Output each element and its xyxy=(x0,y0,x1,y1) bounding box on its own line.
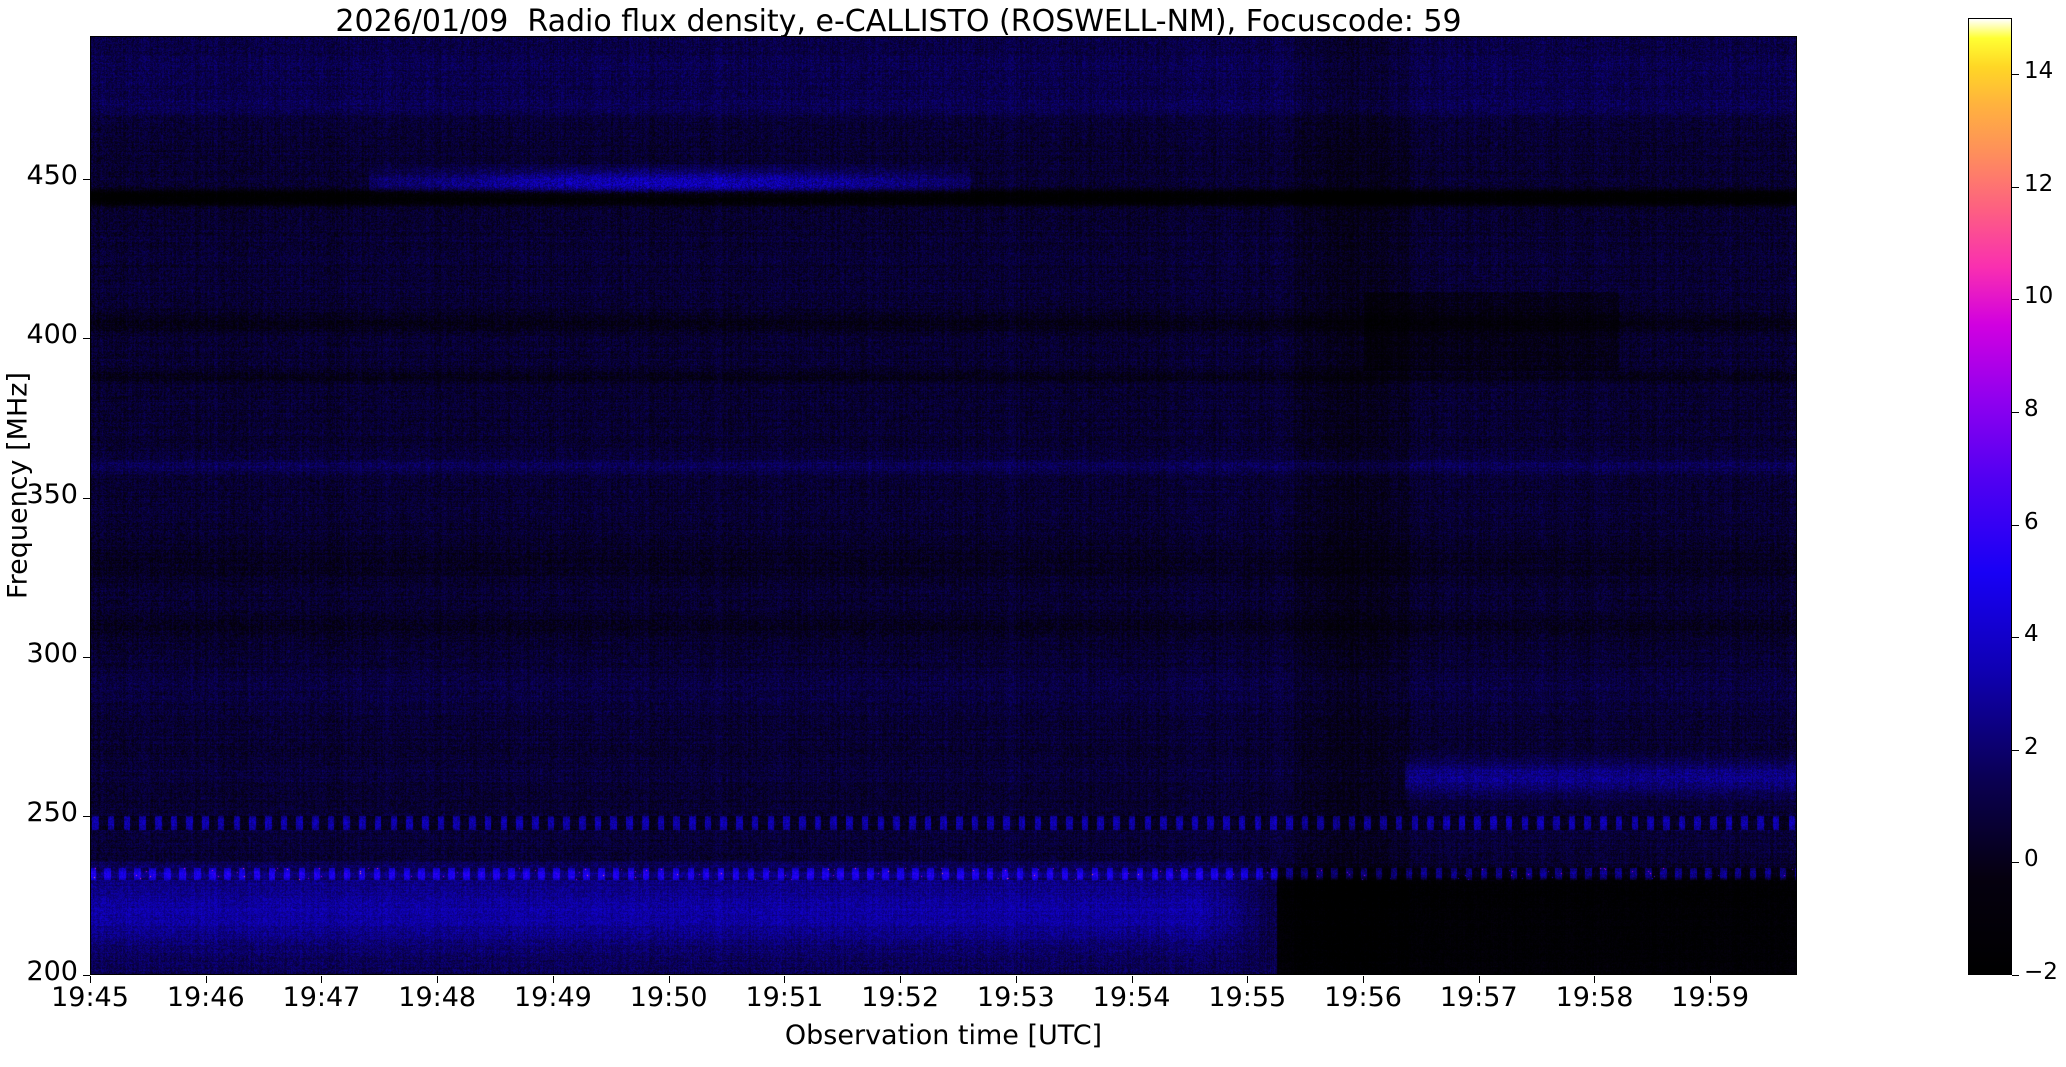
colorbar-tick-label-8: 8 xyxy=(2024,396,2039,423)
x-tick-mark-19-46 xyxy=(205,976,207,983)
y-tick-mark-250 xyxy=(83,815,90,817)
y-tick-label-350: 350 xyxy=(26,478,78,510)
x-tick-label-19-48: 19:48 xyxy=(398,982,477,1013)
x-tick-label-19-47: 19:47 xyxy=(282,982,361,1013)
y-tick-label-300: 300 xyxy=(26,637,78,669)
colorbar xyxy=(1968,18,2012,975)
colorbar-tick-mark-12 xyxy=(2012,186,2019,188)
colorbar-tick-mark-neg2 xyxy=(2012,975,2019,976)
y-tick-mark-300 xyxy=(83,656,90,658)
spectrogram-plot-area[interactable] xyxy=(90,36,1797,975)
x-tick-mark-19-56 xyxy=(1363,976,1365,983)
x-tick-label-19-54: 19:54 xyxy=(1092,982,1171,1013)
x-tick-mark-19-57 xyxy=(1478,976,1480,983)
x-tick-mark-19-53 xyxy=(1015,976,1017,983)
x-tick-mark-19-49 xyxy=(552,976,554,983)
x-tick-label-19-49: 19:49 xyxy=(514,982,592,1013)
y-tick-mark-200 xyxy=(83,975,90,976)
x-tick-label-19-52: 19:52 xyxy=(861,982,939,1013)
x-tick-mark-19-50 xyxy=(668,976,670,983)
x-tick-mark-19-54 xyxy=(1131,976,1133,983)
colorbar-tick-label-0: 0 xyxy=(2024,846,2039,873)
y-tick-label-400: 400 xyxy=(26,319,78,351)
colorbar-tick-mark-0 xyxy=(2012,862,2019,864)
x-tick-label-19-50: 19:50 xyxy=(629,982,708,1013)
colorbar-tick-label-6: 6 xyxy=(2024,508,2039,535)
colorbar-tick-mark-6 xyxy=(2012,524,2019,526)
x-tick-label-19-56: 19:56 xyxy=(1324,982,1402,1013)
x-tick-mark-19-52 xyxy=(900,976,902,983)
x-tick-mark-19-59 xyxy=(1710,976,1712,983)
spectrogram-image xyxy=(91,37,1796,974)
colorbar-tick-label-14: 14 xyxy=(2024,58,2054,85)
y-tick-label-450: 450 xyxy=(26,160,78,192)
x-tick-label-19-58: 19:58 xyxy=(1555,982,1634,1013)
y-tick-label-250: 250 xyxy=(26,796,78,828)
colorbar-tick-label-12: 12 xyxy=(2024,170,2054,197)
colorbar-tick-mark-2 xyxy=(2012,749,2019,751)
y-tick-mark-400 xyxy=(83,338,90,340)
x-tick-mark-19-55 xyxy=(1247,976,1249,983)
x-tick-label-19-53: 19:53 xyxy=(976,982,1055,1013)
x-tick-label-19-55: 19:55 xyxy=(1208,982,1287,1013)
figure-title: 2026/01/09 Radio flux density, e-CALLIST… xyxy=(335,4,1462,39)
y-tick-label-200: 200 xyxy=(26,956,78,987)
colorbar-tick-label-neg2: −2 xyxy=(2024,959,2058,985)
x-tick-label-19-45: 19:45 xyxy=(51,982,129,1013)
x-tick-mark-19-51 xyxy=(784,976,786,983)
y-tick-mark-350 xyxy=(83,497,90,499)
x-tick-mark-19-47 xyxy=(321,976,323,983)
x-tick-label-19-51: 19:51 xyxy=(745,982,824,1013)
colorbar-tick-mark-4 xyxy=(2012,637,2019,639)
x-tick-mark-19-45 xyxy=(90,976,91,983)
colorbar-tick-mark-8 xyxy=(2012,412,2019,414)
x-tick-mark-19-58 xyxy=(1594,976,1596,983)
y-tick-mark-450 xyxy=(83,179,90,181)
x-tick-label-19-57: 19:57 xyxy=(1439,982,1518,1013)
colorbar-tick-mark-10 xyxy=(2012,299,2019,301)
x-tick-label-19-46: 19:46 xyxy=(166,982,245,1013)
colorbar-gradient xyxy=(1969,19,2011,974)
x-tick-mark-19-48 xyxy=(437,976,439,983)
colorbar-tick-label-4: 4 xyxy=(2024,621,2039,648)
colorbar-tick-label-10: 10 xyxy=(2024,283,2054,310)
colorbar-tick-label-2: 2 xyxy=(2024,733,2039,760)
colorbar-tick-mark-14 xyxy=(2012,74,2019,76)
x-tick-label-19-59: 19:59 xyxy=(1671,982,1750,1013)
x-axis-label: Observation time [UTC] xyxy=(784,1020,1103,1051)
